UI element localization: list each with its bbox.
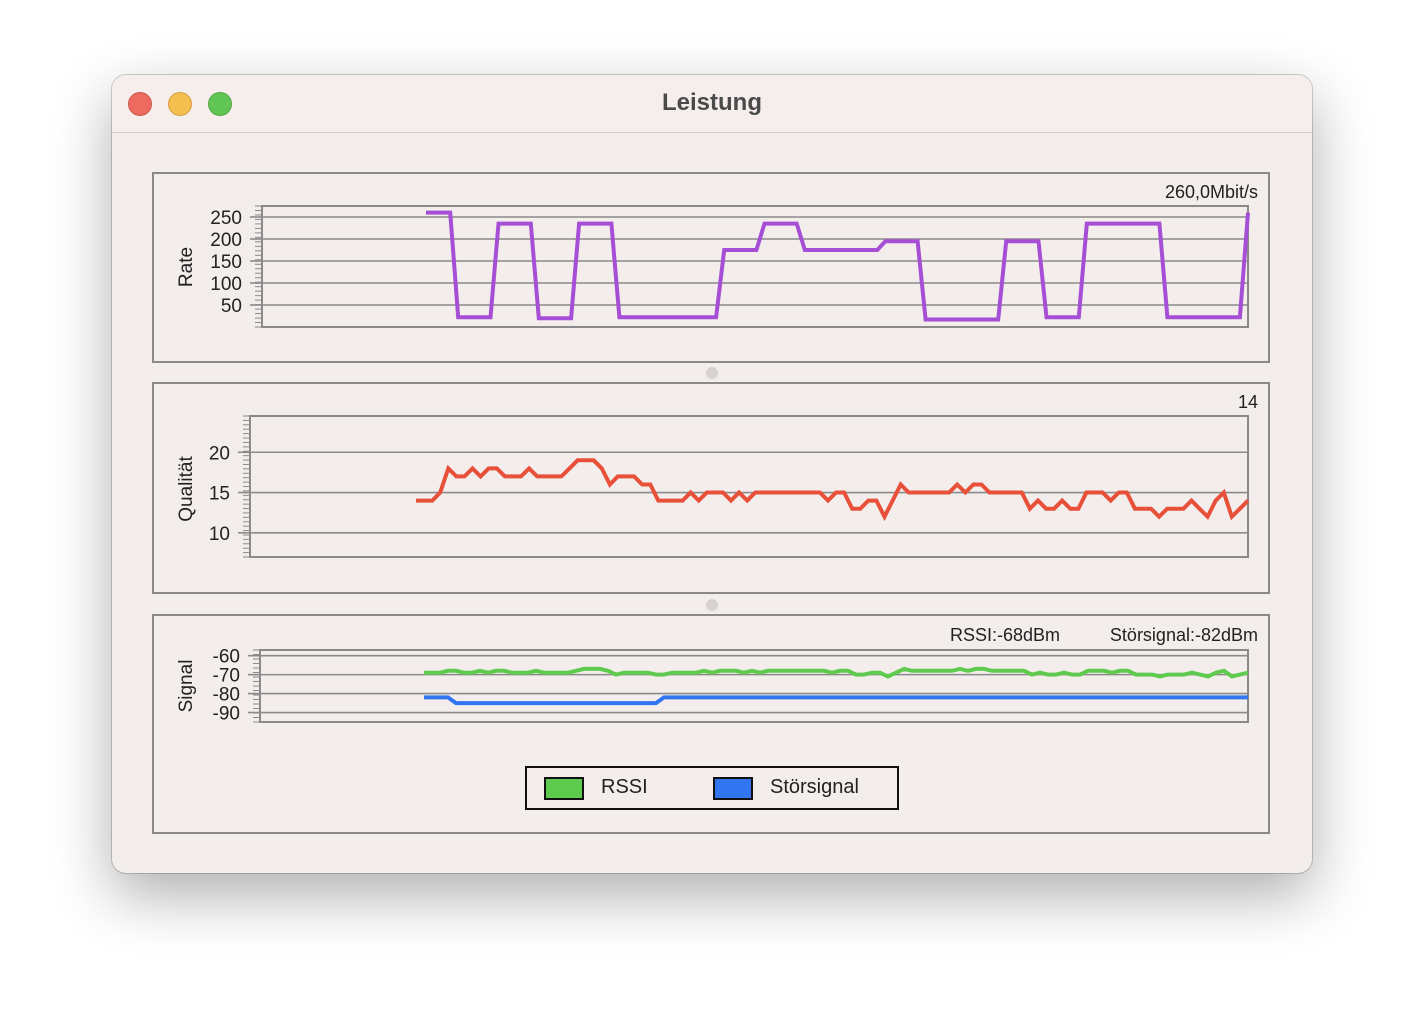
y-tick-label: 200 [210, 230, 242, 251]
rssi-readout: RSSI:-68dBm [950, 625, 1060, 645]
close-button[interactable] [128, 92, 152, 116]
plot-frame [259, 649, 1249, 723]
rssi-legend-label: RSSI [601, 776, 648, 798]
quality-panel: 20 15 10 Qualität 14 [152, 382, 1270, 594]
y-tick-label: -90 [213, 704, 240, 725]
y-axis-title: Signal [176, 660, 197, 713]
signal-chart: -60-70-80-90 Signal RSSI:-68dBm Störsignal:… [176, 625, 1258, 725]
quality-chart: 20 15 10 Qualität 14 [176, 392, 1258, 558]
zoom-button[interactable] [208, 92, 232, 116]
y-tick-label: -80 [213, 685, 240, 706]
split-divider-handle[interactable] [706, 367, 718, 379]
y-tick-label: 250 [210, 208, 242, 229]
y-tick-label: 15 [209, 484, 230, 505]
y-tick-label: 150 [210, 252, 242, 273]
rate-series-line [426, 210, 1250, 322]
noise-legend-swatch [713, 777, 753, 800]
rate-panel: 250 200 150 100 50 Rate 260,0Mbit/s [152, 172, 1270, 363]
window-title: Leistung [662, 89, 762, 116]
qualität-series-line [416, 458, 1250, 522]
störsignal-series-line [424, 695, 1248, 706]
plot-frame [249, 415, 1249, 558]
title-bar: Leistung [112, 75, 1312, 133]
current-value-readout: 14 [1238, 392, 1258, 412]
y-tick-label: 100 [210, 274, 242, 295]
performance-window: Leistung 250 200 150 100 50 Rate 260,0Mbit/s 2… [112, 75, 1312, 873]
y-tick-label: 20 [209, 443, 230, 464]
split-divider-handle[interactable] [706, 599, 718, 611]
y-axis-title: Qualität [176, 456, 197, 522]
plot-frame [261, 205, 1249, 328]
rssi-legend-swatch [544, 777, 584, 800]
y-axis-title: Rate [176, 247, 197, 287]
noise-legend-label: Störsignal [770, 776, 859, 798]
y-tick-label: -70 [213, 666, 240, 687]
current-value-readout: 260,0Mbit/s [1165, 182, 1258, 202]
y-tick-label: 50 [221, 296, 242, 317]
y-tick-label: -60 [213, 647, 240, 668]
signal-legend: RSSI Störsignal [525, 766, 899, 810]
noise-readout: Störsignal:-82dBm [1110, 625, 1258, 645]
y-tick-label: 10 [209, 524, 230, 545]
rssi-series-line [424, 666, 1249, 679]
minimize-button[interactable] [168, 92, 192, 116]
signal-panel: -60 -70 -80 -90 Signal RSSI:-68dBm Störsignal:… [152, 614, 1270, 834]
